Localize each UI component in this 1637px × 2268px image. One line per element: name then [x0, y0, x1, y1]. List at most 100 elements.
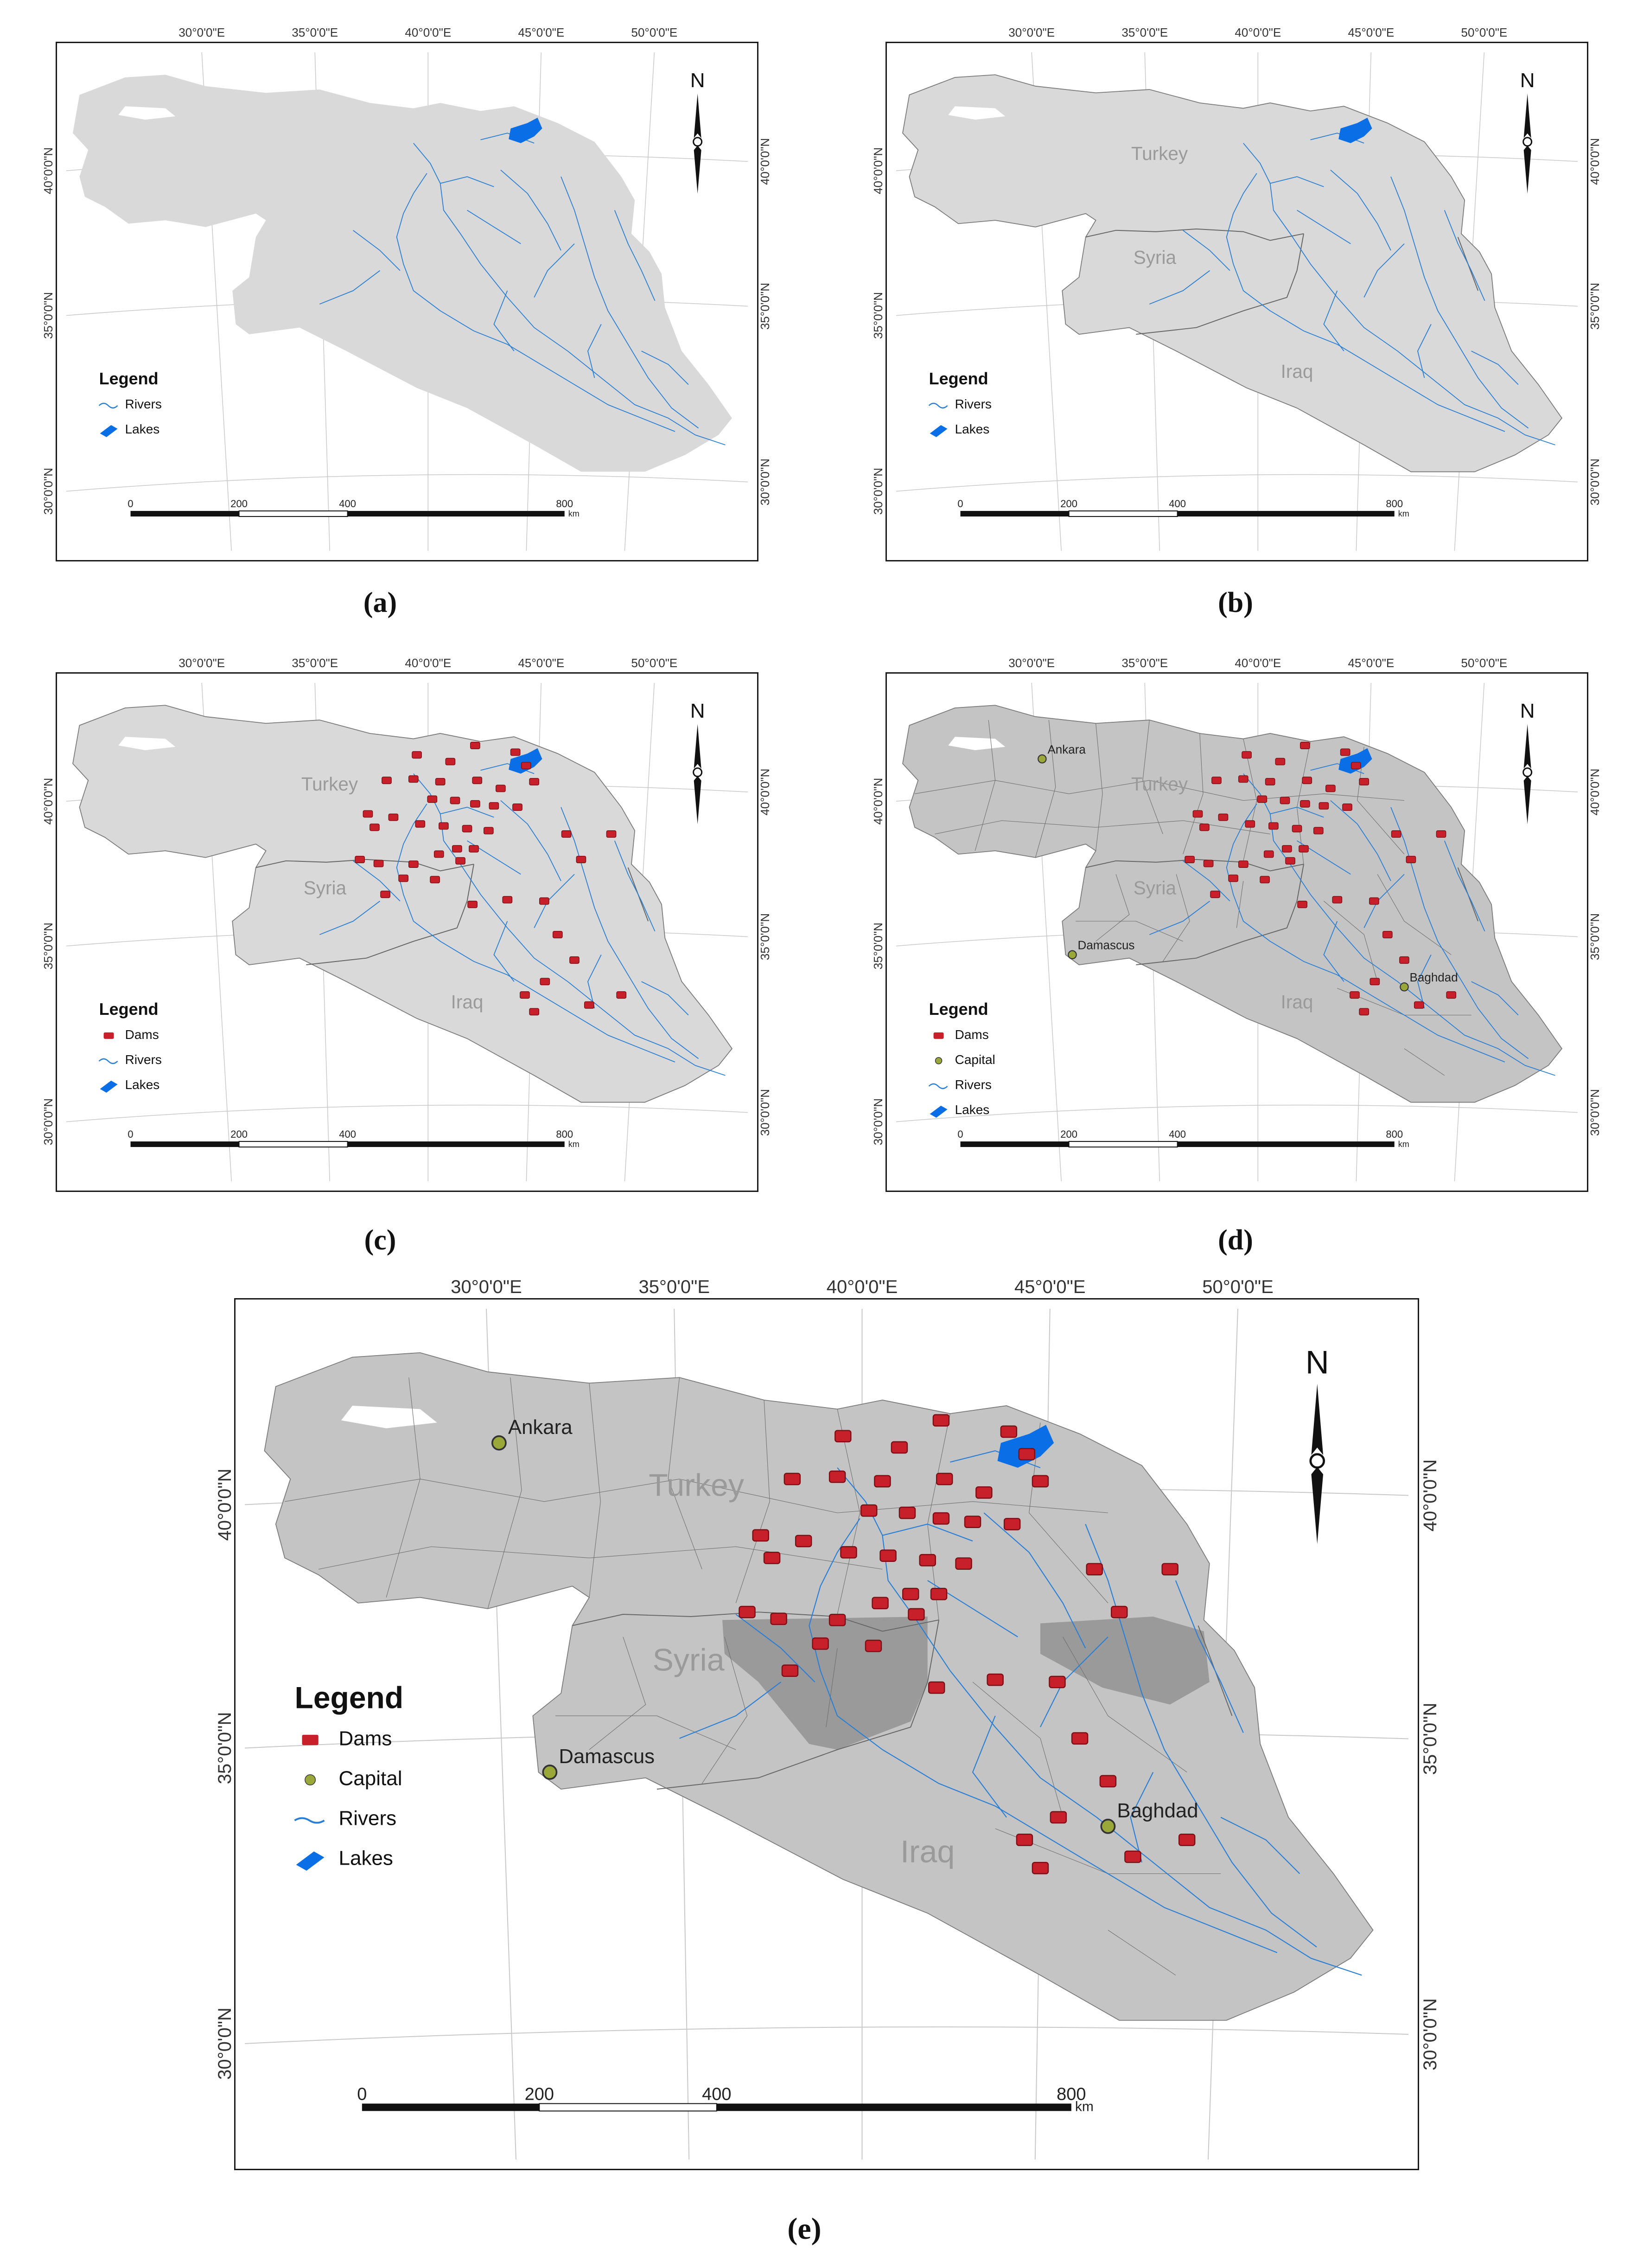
latitude-label-right: 30°0'0"N	[1588, 1089, 1602, 1136]
legend-label-lakes: Lakes	[125, 1077, 160, 1092]
dam-marker	[932, 1512, 950, 1525]
latitude-label-right: 30°0'0"N	[758, 1089, 772, 1136]
dam-marker	[834, 1430, 852, 1443]
map-legend: Legend Dams Capital Rivers Lakes	[928, 1000, 995, 1118]
province-boundary	[668, 1377, 702, 1569]
scale-tick-label: 800	[1386, 498, 1403, 510]
river	[614, 841, 656, 932]
parallel-line	[66, 1104, 748, 1122]
legend-symbol-rivers	[98, 402, 118, 409]
dam-marker	[539, 897, 549, 905]
latitude-label-left: 30°0'0"N	[41, 468, 55, 515]
latitude-label-left: 40°0'0"N	[41, 778, 55, 825]
latitude-label-right: 40°0'0"N	[1420, 1459, 1440, 1532]
dam-marker	[1211, 777, 1222, 784]
dam-marker	[467, 900, 478, 908]
province-boundary	[1076, 921, 1183, 942]
river	[1363, 243, 1405, 298]
dam-marker	[1406, 855, 1416, 863]
latitude-label-left: 30°0'0"N	[871, 1098, 885, 1145]
dam-marker	[483, 827, 494, 835]
dam-marker	[569, 956, 580, 964]
river	[1130, 1772, 1154, 1863]
country-border	[1085, 859, 1304, 872]
dam-marker	[1265, 778, 1275, 786]
country-label-turkey: Turkey	[1131, 143, 1188, 164]
dam-marker	[1210, 891, 1220, 898]
river	[1390, 176, 1529, 429]
province-boundary	[701, 1637, 748, 1784]
dam-marker	[1016, 1834, 1033, 1846]
river	[1226, 803, 1505, 1063]
legend-label-rivers: Rivers	[955, 397, 992, 411]
capital-label-damascus: Damascus	[1078, 938, 1135, 952]
province-boundary	[318, 1546, 883, 1570]
river	[1444, 841, 1485, 932]
dam-marker	[1268, 822, 1279, 830]
map-canvas: 30°0'0"E 35°0'0"E 40°0'0"E 45°0'0"E 50°0'0"E…	[41, 25, 772, 551]
dam-marker	[1300, 742, 1310, 749]
map-canvas: 30°0'0"E 35°0'0"E 40°0'0"E 45°0'0"E 50°0'0"E…	[41, 656, 772, 1182]
dam-marker	[1414, 1001, 1424, 1009]
dam-marker	[1369, 978, 1380, 986]
dam-marker	[469, 845, 479, 853]
river	[353, 230, 401, 271]
longitude-label: 30°0'0"E	[178, 656, 225, 670]
dam-marker	[1300, 800, 1310, 808]
latitude-label-left: 30°0'0"N	[871, 468, 885, 515]
parallel-line	[244, 2026, 1409, 2044]
dam-marker	[412, 751, 422, 759]
river	[983, 1512, 1086, 1649]
scale-tick-label: 400	[702, 2084, 731, 2104]
river	[679, 1682, 782, 1739]
dam-marker	[435, 778, 446, 786]
map-canvas: 30°0'0"E 35°0'0"E 40°0'0"E 45°0'0"E 50°0'0"E…	[215, 1277, 1440, 2160]
dam-marker	[930, 1587, 948, 1600]
river	[1323, 290, 1344, 351]
province-boundary	[1243, 739, 1257, 861]
dam-marker	[1275, 758, 1286, 765]
river	[1471, 981, 1519, 1016]
map-legend: Legend Dams Rivers Lakes	[98, 1000, 162, 1093]
dam-marker	[1359, 1008, 1369, 1016]
dam-marker	[1086, 1563, 1103, 1576]
longitude-label: 40°0'0"E	[1235, 25, 1281, 39]
scale-tick-label: 800	[1386, 1128, 1403, 1140]
north-arrow-icon: N	[690, 700, 705, 824]
dam-marker	[512, 803, 522, 811]
legend-symbol-dams	[103, 1032, 114, 1039]
country-label-syria: Syria	[1134, 877, 1177, 898]
dam-marker	[936, 1472, 953, 1485]
dam-marker	[1245, 820, 1255, 828]
latitude-label-left: 40°0'0"N	[215, 1469, 235, 1541]
legend-label-lakes: Lakes	[955, 1102, 990, 1117]
map-panel-d: 30°0'0"E 35°0'0"E 40°0'0"E 45°0'0"E 50°0'0"E…	[871, 656, 1602, 1192]
province-boundary	[1063, 1637, 1187, 1773]
dam-marker	[606, 830, 617, 838]
river	[319, 270, 381, 305]
province-boundary	[1096, 874, 1130, 942]
legend-label-dams: Dams	[955, 1027, 989, 1042]
scale-tick-label: 200	[1060, 1128, 1077, 1140]
river	[1183, 230, 1230, 271]
country-label-iraq: Iraq	[1281, 361, 1313, 382]
dam-marker	[928, 1681, 945, 1694]
latitude-label-right: 30°0'0"N	[1420, 1998, 1440, 2071]
dam-marker	[865, 1639, 882, 1652]
dam-marker	[489, 802, 499, 810]
dam-marker	[1280, 796, 1290, 804]
dam-marker	[874, 1475, 891, 1488]
map-legend: Legend Dams Capital Rivers Lakes	[294, 1680, 403, 1871]
dam-marker	[1050, 1811, 1067, 1824]
longitude-label: 50°0'0"E	[631, 25, 678, 39]
dam-marker	[1342, 803, 1352, 811]
dam-marker	[1124, 1850, 1141, 1863]
river	[500, 169, 561, 251]
dam-marker	[1399, 956, 1409, 964]
study-region	[72, 705, 733, 1103]
dam-marker	[1436, 830, 1446, 838]
dam-marker	[770, 1612, 787, 1625]
river	[1243, 143, 1555, 446]
capital-label-damascus: Damascus	[559, 1745, 655, 1768]
